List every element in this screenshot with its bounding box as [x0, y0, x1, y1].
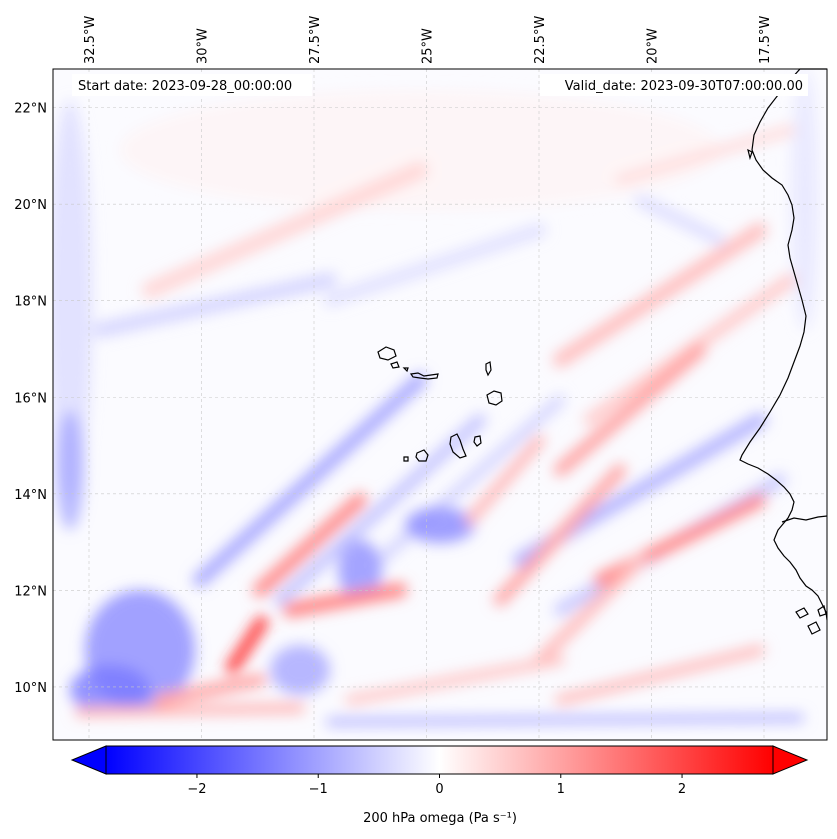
lat-tick-label: 14°N [14, 488, 47, 503]
gambia-estuary [781, 515, 828, 523]
island-fogo [415, 449, 429, 462]
colorbar-tick-label: −2 [187, 782, 206, 797]
map-frame [52, 68, 828, 741]
lat-tick-label: 10°N [14, 681, 47, 696]
lat-tick-labels: 22°N 20°N 18°N 16°N 14°N 12°N 10°N [14, 102, 47, 696]
lon-tick-label: 30°W [196, 28, 211, 64]
omega-blob [270, 645, 330, 695]
coastlines [377, 68, 828, 635]
lat-tick-label: 16°N [14, 391, 47, 406]
omega-blob [56, 410, 84, 530]
island-maio [473, 435, 482, 447]
lon-tick-label: 25°W [421, 28, 436, 64]
colorbar: −2 −1 0 1 2 200 hPa omega (Pa s⁻¹) [70, 745, 809, 826]
omega-streak [283, 583, 407, 617]
lat-tick-label: 22°N [14, 102, 47, 117]
omega-streak [274, 414, 486, 606]
omega-blob [338, 540, 382, 600]
colorbar-ticks: −2 −1 0 1 2 [187, 774, 686, 797]
omega-field [53, 70, 819, 726]
omega-blob [791, 70, 819, 330]
omega-streak [154, 674, 266, 706]
omega-streak [555, 645, 765, 705]
valid-date-box [540, 74, 808, 96]
omega-streak [142, 162, 428, 298]
omega-streak [494, 464, 626, 606]
island-santo-antao [377, 346, 397, 361]
colorbar-label: 200 hPa omega (Pa s⁻¹) [363, 811, 517, 826]
lon-tick-label: 20°W [646, 28, 661, 64]
lat-tick-label: 20°N [14, 198, 47, 213]
colorbar-tick-label: 2 [678, 782, 686, 797]
omega-streak [553, 223, 767, 367]
omega-streak [326, 714, 804, 726]
island-santa-luzia [402, 367, 409, 373]
lon-tick-label: 32.5°W [83, 16, 98, 64]
coast-inlet [747, 148, 753, 161]
lon-tick-label: 27.5°W [308, 16, 323, 64]
bijagos-island [817, 605, 827, 617]
lon-tick-labels: 32.5°W 30°W 27.5°W 25°W 22.5°W 20°W 17.5°W [83, 16, 773, 64]
omega-streak [465, 435, 545, 525]
island-boa-vista [486, 390, 503, 406]
valid-date-label: Valid_date: 2023-09-30T07:00:00.00 [565, 79, 803, 94]
omega-streak [584, 274, 796, 426]
lon-tick-label: 17.5°W [758, 16, 773, 64]
omega-streak [93, 273, 337, 337]
island-sal [485, 361, 492, 377]
omega-streak [324, 224, 546, 306]
start-date-box [72, 74, 312, 96]
omega-streak [253, 493, 367, 597]
omega-streak [193, 373, 427, 587]
african-coast [739, 68, 828, 621]
lon-tick-label: 22.5°W [533, 16, 548, 64]
omega-streak [75, 703, 305, 717]
bijagos-island [795, 607, 809, 619]
lat-tick-label: 12°N [14, 584, 47, 599]
omega-streak [554, 344, 706, 476]
colorbar-tick-label: −1 [309, 782, 328, 797]
island-brava [403, 456, 409, 462]
bijagos-island [807, 621, 821, 635]
gridlines [53, 69, 827, 740]
omega-blob [120, 90, 720, 210]
colorbar-tick-label: 0 [435, 782, 443, 797]
omega-streak [615, 125, 795, 185]
omega-streak [226, 616, 268, 674]
start-date-label: Start date: 2023-09-28_00:00:00 [78, 79, 292, 94]
omega-blob [70, 665, 150, 715]
omega-blob [53, 100, 92, 500]
island-sao-nicolau [409, 372, 439, 380]
map-panel: Start date: 2023-09-28_00:00:00 Valid_da… [52, 68, 828, 741]
colorbar-extend-low [70, 745, 107, 775]
colorbar-tick-label: 1 [557, 782, 565, 797]
omega-streak [345, 655, 565, 705]
colorbar-extend-high [772, 745, 809, 775]
colorbar-bar [105, 745, 774, 775]
island-santiago [449, 433, 467, 459]
omega-blob [405, 507, 475, 543]
lat-tick-label: 18°N [14, 295, 47, 310]
omega-streak [534, 554, 646, 666]
omega-streak [635, 195, 725, 245]
island-sao-vicente [390, 361, 400, 369]
